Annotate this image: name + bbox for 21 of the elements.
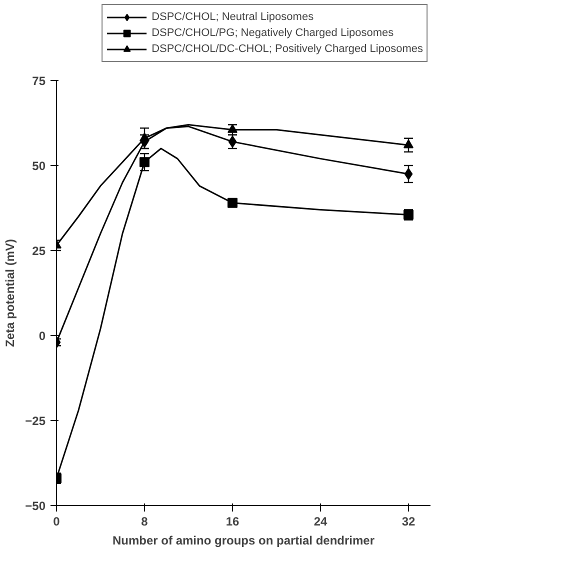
x-tick-label: 32: [402, 514, 416, 528]
point: [404, 168, 413, 180]
x-tick-label: 0: [53, 514, 60, 528]
y-tick-label: 0: [38, 329, 46, 343]
point: [140, 132, 150, 142]
y-axis-title: Zeta potential (mV): [3, 238, 18, 348]
legend-label: DSPC/CHOL/PG; Negatively Charged Liposomes: [152, 26, 394, 41]
y-tick-label: 50: [32, 159, 46, 173]
y-tick-label: 25: [32, 244, 46, 258]
point: [404, 139, 414, 148]
x-tick-label: 24: [314, 514, 328, 528]
x-tick-label: 16: [226, 514, 240, 528]
y-tick-label: 75: [32, 74, 46, 88]
point: [228, 198, 238, 208]
y-tick-label: −25: [25, 414, 46, 428]
legend-label: DSPC/CHOL; Neutral Liposomes: [152, 10, 314, 25]
point: [140, 157, 150, 168]
x-tick-label: 8: [141, 514, 148, 528]
x-axis-title: Number of amino groups on partial dendrimer: [112, 534, 375, 548]
y-tick-label: −50: [25, 499, 46, 513]
legend-label: DSPC/CHOL/DC-CHOL; Positively Charged Liposomes: [152, 42, 423, 57]
